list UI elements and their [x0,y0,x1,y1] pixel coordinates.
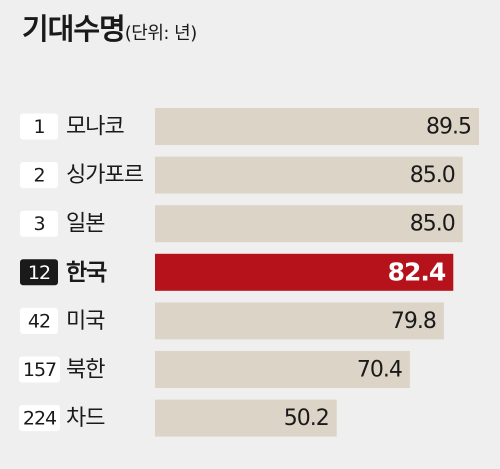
rank-label: 157 [23,359,56,381]
bar [155,156,463,194]
bar [155,302,444,340]
rank-label: 12 [28,262,50,284]
rank-box [19,356,60,383]
rank-label: 42 [28,310,50,332]
value-label: 70.4 [357,358,402,383]
bar-highlight [155,253,454,291]
rank-box [20,162,58,189]
country-label: 한국 [66,260,107,286]
value-label: 79.8 [391,309,436,334]
rank-label: 1 [33,116,44,138]
value-label: 89.5 [426,115,471,140]
value-label: 50.2 [284,406,329,431]
bar [155,205,463,243]
value-label: 85.0 [410,212,455,237]
rank-label: 3 [33,213,44,235]
bar [155,351,410,388]
rank-box [19,405,60,432]
country-label: 북한 [66,358,105,383]
rank-label: 2 [33,165,44,187]
value-label: 85.0 [410,163,455,188]
bar [155,399,337,437]
country-label: 모나코 [66,115,124,140]
chart-title: 기대수명 [22,12,126,46]
rank-box [20,113,58,140]
bar [155,108,479,145]
rank-box [20,259,58,286]
country-label: 싱가포르 [66,163,144,188]
country-label: 차드 [66,406,105,431]
rank-box [20,210,58,237]
chart-title-group: 기대수명(단위: 년) [22,6,197,48]
rank-label: 224 [23,408,57,430]
country-label: 일본 [66,212,105,237]
rank-box [20,307,58,334]
value-label: 82.4 [388,257,446,286]
unit-label: (단위: 년) [124,23,198,44]
country-label: 미국 [66,309,105,334]
